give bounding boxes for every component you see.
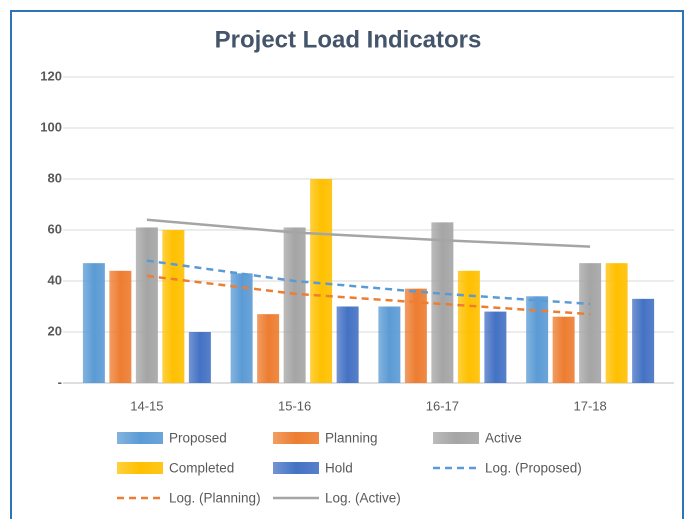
trendline	[146, 259, 591, 306]
chart-title: Project Load Indicators	[215, 26, 482, 53]
y-tick-label: 120	[40, 68, 62, 83]
x-tick-label: 17-18	[574, 398, 607, 413]
bar	[188, 332, 211, 383]
legend-label: Hold	[325, 461, 353, 476]
bar	[82, 263, 105, 383]
x-tick-label: 14-15	[130, 398, 163, 413]
y-tick-label: 20	[48, 323, 62, 338]
bar	[552, 316, 575, 383]
bar	[230, 273, 253, 383]
bar	[162, 230, 185, 383]
bar	[404, 288, 427, 383]
y-tick-label: 100	[40, 119, 62, 134]
legend-label: Log. (Active)	[325, 491, 401, 506]
x-tick-label: 15-16	[278, 398, 311, 413]
bar	[283, 227, 306, 383]
x-tick-label: 16-17	[426, 398, 459, 413]
bar	[526, 296, 549, 383]
bar	[135, 227, 158, 383]
bar	[109, 270, 132, 383]
legend-swatch	[117, 432, 163, 444]
legend-swatch	[433, 432, 479, 444]
bar	[378, 306, 401, 383]
bar	[310, 179, 333, 383]
trendline	[146, 274, 591, 316]
y-tick-label: 60	[48, 221, 62, 236]
legend-swatch	[273, 432, 319, 444]
legend-label: Proposed	[169, 431, 227, 446]
legend-swatch	[273, 462, 319, 474]
bar	[484, 311, 507, 383]
bar	[336, 306, 359, 383]
bar	[605, 263, 628, 383]
trendline	[146, 218, 591, 248]
bar	[457, 270, 480, 383]
legend-label: Completed	[169, 461, 234, 476]
legend-label: Log. (Proposed)	[485, 461, 582, 476]
y-tick-label: -	[58, 374, 62, 389]
legend-swatch	[117, 462, 163, 474]
y-tick-label: 40	[48, 272, 62, 287]
legend-label: Active	[485, 431, 522, 446]
y-tick-label: 80	[48, 170, 62, 185]
legend-label: Log. (Planning)	[169, 491, 261, 506]
legend-label: Planning	[325, 431, 378, 446]
bar	[632, 298, 655, 383]
bar	[431, 222, 454, 383]
bar	[579, 263, 602, 383]
bar	[257, 314, 280, 383]
